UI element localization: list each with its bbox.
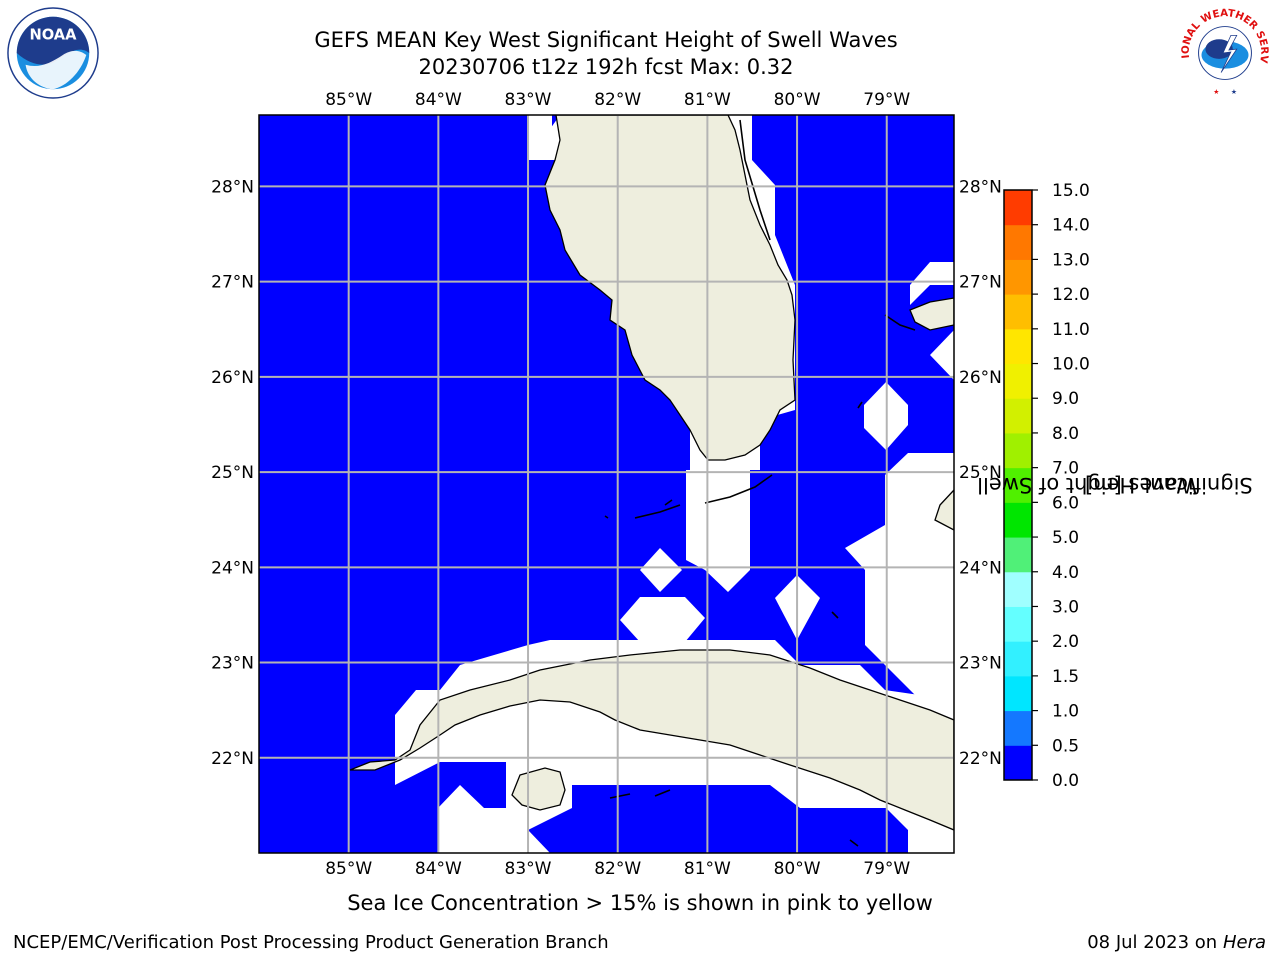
colorbar-segment [1004,328,1032,365]
colorbar-tick-label: 5.0 [1052,528,1079,548]
svg-text:★: ★ [1231,88,1237,96]
colorbar-segment [1004,571,1032,607]
colorbar-tick-label: 0.5 [1052,736,1079,756]
colorbar-tick-label: 3.0 [1052,597,1079,617]
colorbar-segment [1004,190,1032,226]
isle-of-youth [511,767,566,811]
lat-tick-label: 22°N [959,749,1002,769]
colorbar-tick-label: 12.0 [1052,285,1090,305]
colorbar-tick-label: 0.0 [1052,771,1079,791]
lat-ticks-right: 28°N 27°N 26°N 25°N 24°N 23°N 22°N [959,177,1002,768]
colorbar-segment [1004,224,1032,260]
date-stamp: 08 Jul 2023 on Hera [1087,932,1266,953]
colorbar-tick-label: 9.0 [1052,389,1079,409]
colorbar-tick-label: 8.0 [1052,424,1079,444]
lon-tick-label: 83°W [505,859,552,879]
producer-credit: NCEP/EMC/Verification Post Processing Pr… [13,932,609,953]
coastline-land [349,115,954,831]
lat-tick-label: 25°N [959,463,1002,483]
colorbar-tick-label: 1.0 [1052,702,1079,722]
colorbar-tick-label: 10.0 [1052,355,1090,375]
colorbar-segment [1004,606,1032,642]
colorbar-segment [1004,432,1032,469]
keys-islands [604,119,916,847]
noaa-logo: NOAA [7,7,99,99]
colorbar-tick-label: 7.0 [1052,459,1079,479]
lat-tick-label: 24°N [959,558,1002,578]
lon-tick-label: 82°W [594,90,641,110]
lat-tick-label: 26°N [211,368,254,388]
colorbar-tick-label: 4.0 [1052,563,1079,583]
colorbar-segment [1004,259,1032,295]
lon-tick-label: 83°W [505,90,552,110]
lon-tick-label: 81°W [684,859,731,879]
lat-tick-label: 24°N [211,558,254,578]
date-text: 08 Jul 2023 on [1087,932,1223,953]
bahamas-andros [934,489,954,531]
noaa-logo-text: NOAA [29,26,77,43]
colorbar-tick-label: 6.0 [1052,493,1079,513]
lon-tick-label: 84°W [415,859,462,879]
cuba-island [349,649,954,831]
map-gridlines [259,115,954,853]
colorbar-segment [1004,537,1032,573]
map-frame [258,114,955,854]
colorbar-segment [1004,363,1032,399]
colorbar-ticks: 0.0 0.5 1.0 1.5 2.0 3.0 4.0 5.0 6.0 7.0 8.0 9.0 10.0… [1032,181,1090,791]
lat-tick-label: 22°N [211,749,254,769]
lon-tick-label: 79°W [863,90,910,110]
colorbar-segment [1004,467,1032,503]
colorbar-tick-label: 13.0 [1052,250,1090,270]
lon-tick-label: 80°W [774,859,821,879]
grand-bahama [909,297,954,331]
colorbar-segment [1004,398,1032,434]
colorbar-label-line2: Waves [m] [1084,473,1198,497]
lat-tick-label: 23°N [211,654,254,674]
colorbar-tick-label: 1.5 [1052,667,1079,687]
lat-tick-label: 28°N [211,177,254,197]
colorbar-tick-label: 11.0 [1052,320,1090,340]
colorbar-tick-label: 15.0 [1052,181,1090,201]
colorbar-segment [1004,710,1032,746]
lat-tick-label: 23°N [959,654,1002,674]
lon-ticks-top: 85°W 84°W 83°W 82°W 81°W 80°W 79°W [325,90,910,110]
colorbar-tick-label: 2.0 [1052,632,1079,652]
lon-tick-label: 80°W [774,90,821,110]
lon-tick-label: 85°W [325,859,372,879]
lat-ticks-left: 28°N 27°N 26°N 25°N 24°N 23°N 22°N [211,177,254,768]
sea-ice-note: Sea Ice Concentration > 15% is shown in … [347,891,933,915]
lon-tick-label: 79°W [863,859,910,879]
lon-tick-label: 84°W [415,90,462,110]
colorbar-segment [1004,294,1032,330]
colorbar-frame [1003,189,1033,781]
lat-tick-label: 27°N [211,273,254,293]
lat-tick-label: 26°N [959,368,1002,388]
lat-tick-label: 28°N [959,177,1002,197]
colorbar-segment [1004,745,1032,781]
chart-subtitle: 20230706 t12z 192h fcst Max: 0.32 [418,55,794,79]
lon-tick-label: 85°W [325,90,372,110]
lat-tick-label: 27°N [959,273,1002,293]
nws-logo: NATIONAL WEATHER SERVICE ★ ★ [1176,6,1270,98]
colorbar [1003,189,1033,781]
colorbar-segment [1004,641,1032,677]
lon-ticks-bottom: 85°W 84°W 83°W 82°W 81°W 80°W 79°W [325,859,910,879]
lat-tick-label: 25°N [211,463,254,483]
lon-tick-label: 82°W [594,859,641,879]
lon-tick-label: 81°W [684,90,731,110]
map-area [259,115,954,853]
colorbar-tick-label: 14.0 [1052,216,1090,236]
colorbar-segment [1004,675,1032,712]
svg-text:★: ★ [1213,88,1219,96]
host-name: Hera [1222,932,1266,953]
colorbar-segment [1004,502,1032,538]
chart-title: GEFS MEAN Key West Significant Height of… [314,28,898,52]
